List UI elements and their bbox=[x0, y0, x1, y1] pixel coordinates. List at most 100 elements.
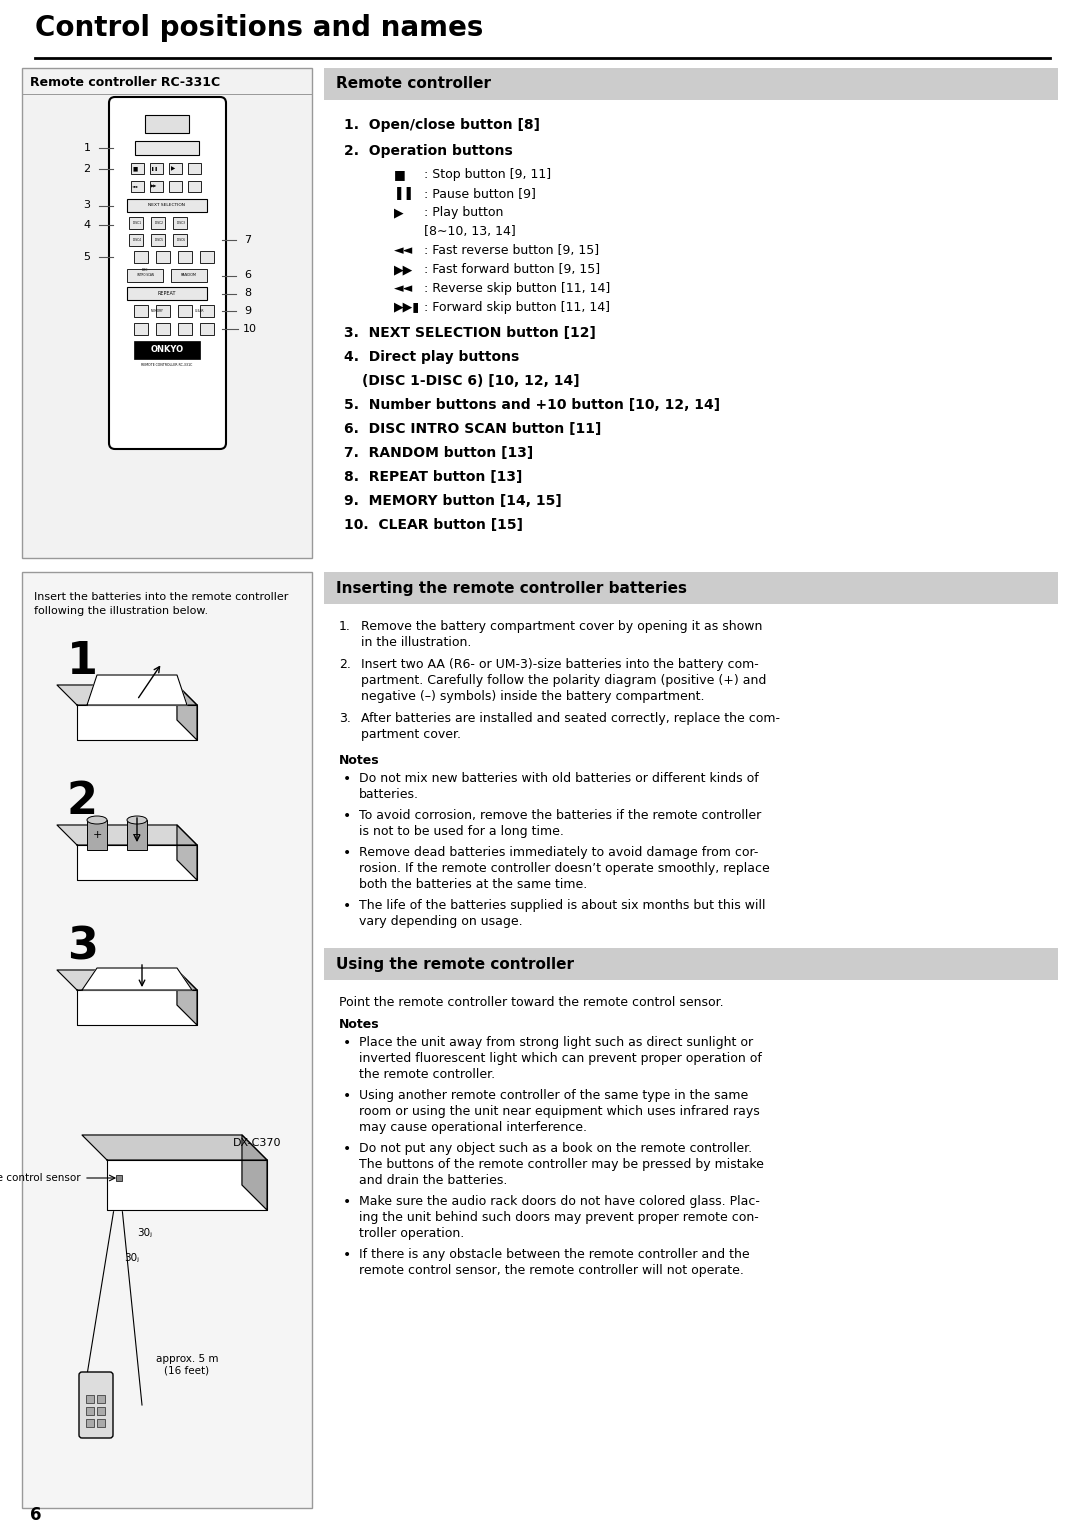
Text: REMOTE CONTROLLER RC-331C: REMOTE CONTROLLER RC-331C bbox=[141, 364, 192, 367]
Text: 3.  NEXT SELECTION button [12]: 3. NEXT SELECTION button [12] bbox=[345, 325, 596, 341]
Polygon shape bbox=[57, 825, 197, 845]
Bar bbox=[22, 571, 312, 1508]
Text: : Fast reverse button [9, 15]: : Fast reverse button [9, 15] bbox=[424, 244, 599, 257]
Text: Notes: Notes bbox=[339, 1018, 380, 1031]
Text: ing the unit behind such doors may prevent proper remote con-: ing the unit behind such doors may preve… bbox=[359, 1212, 759, 1224]
Text: Remote controller: Remote controller bbox=[336, 76, 491, 92]
Text: (DISC 1-DISC 6) [10, 12, 14]: (DISC 1-DISC 6) [10, 12, 14] bbox=[362, 374, 580, 388]
Polygon shape bbox=[77, 704, 197, 740]
Text: batteries.: batteries. bbox=[359, 788, 419, 801]
Text: 1: 1 bbox=[67, 640, 98, 683]
Text: partment cover.: partment cover. bbox=[361, 727, 461, 741]
Bar bbox=[86, 1407, 94, 1415]
Text: 1: 1 bbox=[83, 144, 91, 153]
Bar bbox=[200, 251, 214, 263]
Bar bbox=[171, 269, 207, 283]
Text: MEMORY: MEMORY bbox=[150, 309, 163, 313]
Text: Control positions and names: Control positions and names bbox=[35, 14, 484, 41]
Polygon shape bbox=[107, 1160, 267, 1210]
Text: DISC
INTRO SCAN: DISC INTRO SCAN bbox=[136, 269, 153, 277]
Bar bbox=[324, 69, 1058, 99]
Text: •: • bbox=[343, 1195, 351, 1209]
Text: ▶▶: ▶▶ bbox=[394, 263, 414, 277]
Text: 8.  REPEAT button [13]: 8. REPEAT button [13] bbox=[345, 471, 523, 484]
Text: : Fast forward button [9, 15]: : Fast forward button [9, 15] bbox=[424, 263, 600, 277]
Text: [8∼10, 13, 14]: [8∼10, 13, 14] bbox=[424, 225, 516, 238]
Text: 5.  Number buttons and +10 button [10, 12, 14]: 5. Number buttons and +10 button [10, 12… bbox=[345, 397, 720, 413]
Polygon shape bbox=[177, 685, 197, 740]
Text: : Stop button [9, 11]: : Stop button [9, 11] bbox=[424, 168, 551, 180]
Bar bbox=[173, 217, 187, 229]
Bar bbox=[145, 115, 189, 133]
Text: The buttons of the remote controller may be pressed by mistake: The buttons of the remote controller may… bbox=[359, 1158, 764, 1170]
Text: 4: 4 bbox=[83, 220, 91, 231]
Polygon shape bbox=[57, 685, 197, 704]
Bar bbox=[156, 322, 170, 335]
Bar bbox=[178, 306, 192, 316]
Text: 7: 7 bbox=[244, 235, 252, 244]
Text: Remove dead batteries immediately to avoid damage from cor-: Remove dead batteries immediately to avo… bbox=[359, 847, 758, 859]
Text: Point the remote controller toward the remote control sensor.: Point the remote controller toward the r… bbox=[339, 996, 724, 1008]
Text: may cause operational interference.: may cause operational interference. bbox=[359, 1122, 588, 1134]
Text: 7.  RANDOM button [13]: 7. RANDOM button [13] bbox=[345, 446, 534, 460]
Polygon shape bbox=[77, 845, 197, 880]
Bar bbox=[156, 251, 170, 263]
Text: To avoid corrosion, remove the batteries if the remote controller: To avoid corrosion, remove the batteries… bbox=[359, 808, 761, 822]
Text: rosion. If the remote controller doesn’t operate smoothly, replace: rosion. If the remote controller doesn’t… bbox=[359, 862, 770, 876]
Text: 10.  CLEAR button [15]: 10. CLEAR button [15] bbox=[345, 518, 523, 532]
Text: DX-C370: DX-C370 bbox=[233, 1138, 281, 1148]
Text: ■: ■ bbox=[394, 168, 406, 180]
Text: 5: 5 bbox=[83, 252, 91, 261]
Text: negative (–) symbols) inside the battery compartment.: negative (–) symbols) inside the battery… bbox=[361, 691, 704, 703]
Bar bbox=[87, 821, 107, 850]
Text: approx. 5 m
(16 feet): approx. 5 m (16 feet) bbox=[156, 1354, 218, 1375]
Bar bbox=[324, 947, 1058, 979]
Bar bbox=[200, 322, 214, 335]
Text: Remove the battery compartment cover by opening it as shown: Remove the battery compartment cover by … bbox=[361, 620, 762, 633]
Text: in the illustration.: in the illustration. bbox=[361, 636, 471, 649]
Text: vary depending on usage.: vary depending on usage. bbox=[359, 915, 523, 927]
Text: 30ⱼ: 30ⱼ bbox=[137, 1229, 152, 1238]
Bar bbox=[127, 199, 207, 212]
Text: ONKYO: ONKYO bbox=[150, 345, 184, 354]
Text: •: • bbox=[343, 808, 351, 824]
Bar bbox=[131, 163, 144, 174]
Text: : Play button: : Play button bbox=[424, 206, 503, 219]
Text: Do not put any object such as a book on the remote controller.: Do not put any object such as a book on … bbox=[359, 1141, 752, 1155]
Text: REPEAT: REPEAT bbox=[158, 290, 176, 296]
Text: 1.  Open/close button [8]: 1. Open/close button [8] bbox=[345, 118, 540, 131]
Text: ▶: ▶ bbox=[171, 167, 175, 171]
Text: Make sure the audio rack doors do not have colored glass. Plac-: Make sure the audio rack doors do not ha… bbox=[359, 1195, 760, 1209]
Text: ❚❚: ❚❚ bbox=[394, 186, 415, 200]
Text: After batteries are installed and seated correctly, replace the com-: After batteries are installed and seated… bbox=[361, 712, 780, 724]
Text: •: • bbox=[343, 898, 351, 914]
Bar bbox=[178, 251, 192, 263]
Text: 3: 3 bbox=[67, 924, 98, 969]
Text: +: + bbox=[92, 830, 102, 840]
Text: DISC5: DISC5 bbox=[154, 238, 163, 241]
Bar bbox=[127, 287, 207, 299]
Text: Do not mix new batteries with old batteries or different kinds of: Do not mix new batteries with old batter… bbox=[359, 772, 759, 785]
Text: If there is any obstacle between the remote controller and the: If there is any obstacle between the rem… bbox=[359, 1248, 750, 1261]
Text: DISC4: DISC4 bbox=[133, 238, 141, 241]
Text: ◄◄: ◄◄ bbox=[394, 244, 414, 257]
Text: •: • bbox=[343, 847, 351, 860]
Text: 6: 6 bbox=[30, 1507, 41, 1523]
Text: 6.  DISC INTRO SCAN button [11]: 6. DISC INTRO SCAN button [11] bbox=[345, 422, 602, 435]
Text: partment. Carefully follow the polarity diagram (positive (+) and: partment. Carefully follow the polarity … bbox=[361, 674, 767, 688]
Text: CLEAR: CLEAR bbox=[195, 309, 205, 313]
Text: •: • bbox=[343, 1089, 351, 1103]
Text: 10: 10 bbox=[243, 324, 257, 335]
Bar bbox=[156, 306, 170, 316]
Bar bbox=[324, 571, 1058, 604]
Bar bbox=[129, 234, 143, 246]
Polygon shape bbox=[77, 990, 197, 1025]
Polygon shape bbox=[242, 1135, 267, 1210]
Bar bbox=[150, 163, 163, 174]
Text: ▶: ▶ bbox=[394, 206, 404, 219]
Text: ◄◄: ◄◄ bbox=[132, 185, 138, 188]
Text: 2: 2 bbox=[67, 779, 98, 824]
Text: Notes: Notes bbox=[339, 753, 380, 767]
Text: 30ⱼ: 30ⱼ bbox=[124, 1253, 139, 1264]
Bar bbox=[134, 306, 148, 316]
